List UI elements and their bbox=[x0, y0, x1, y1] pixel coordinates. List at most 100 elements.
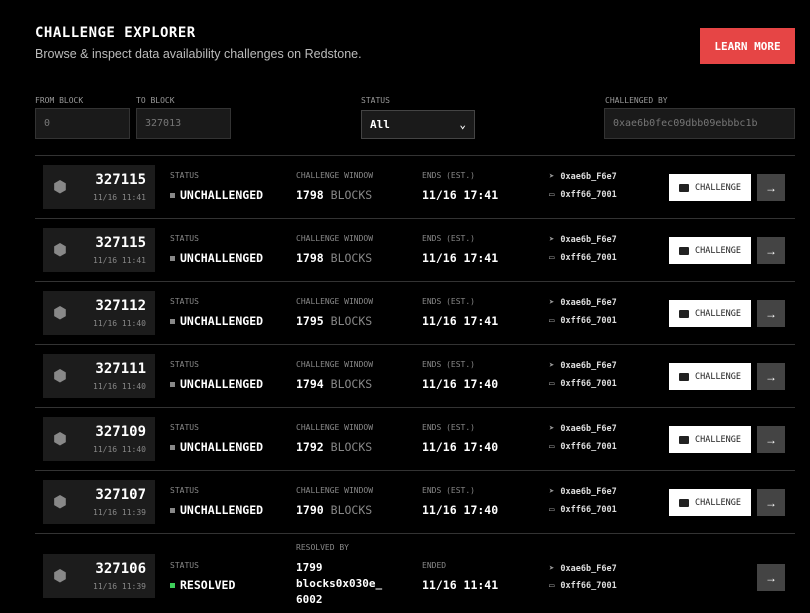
challenger-address[interactable]: ➤ 0xae6b_F6e7 bbox=[549, 564, 617, 574]
status-value: UNCHALLENGED bbox=[170, 440, 263, 454]
block-badge: ⬢ 327111 11/16 11:40 bbox=[43, 354, 155, 398]
chevron-down-icon: ⌄ bbox=[459, 118, 466, 131]
cube-icon: ⬢ bbox=[53, 492, 67, 511]
address-text: 0xae6b_F6e7 bbox=[560, 361, 617, 371]
table-row-resolved[interactable]: ⬢ 327106 11/16 11:39 STATUS RESOLVED RES… bbox=[35, 533, 795, 613]
inbox-address[interactable]: ▭ 0xff66_7001 bbox=[549, 316, 617, 326]
status-value: UNCHALLENGED bbox=[170, 314, 263, 328]
window-number: 1794 bbox=[296, 377, 324, 391]
inbox-address[interactable]: ▭ 0xff66_7001 bbox=[549, 379, 617, 389]
status-header: STATUS bbox=[170, 486, 199, 495]
block-number[interactable]: 327115 bbox=[95, 235, 146, 251]
challenge-label: CHALLENGE bbox=[694, 371, 742, 382]
inbox-address[interactable]: ▭ 0xff66_7001 bbox=[549, 190, 617, 200]
status-text: UNCHALLENGED bbox=[180, 377, 264, 391]
challenge-button[interactable]: CHALLENGE bbox=[669, 174, 751, 201]
inbox-icon: ▭ bbox=[549, 581, 555, 591]
table-row[interactable]: ⬢ 327109 11/16 11:40 STATUS UNCHALLENGED… bbox=[35, 407, 795, 470]
block-time: 11/16 11:40 bbox=[93, 382, 146, 391]
inbox-address[interactable]: ▭ 0xff66_7001 bbox=[549, 581, 617, 591]
cube-icon: ⬢ bbox=[53, 303, 67, 322]
block-number[interactable]: 327109 bbox=[95, 424, 146, 440]
address-text: 0xae6b_F6e7 bbox=[560, 298, 617, 308]
challenger-address[interactable]: ➤ 0xae6b_F6e7 bbox=[549, 298, 617, 308]
table-row[interactable]: ⬢ 327107 11/16 11:39 STATUS UNCHALLENGED… bbox=[35, 470, 795, 533]
cube-icon: ⬢ bbox=[53, 366, 67, 385]
send-icon: ➤ bbox=[549, 172, 555, 182]
challenged-by-label: CHALLENGED BY bbox=[605, 96, 668, 105]
page-subtitle: Browse & inspect data availability chall… bbox=[35, 47, 362, 61]
window-number: 1798 bbox=[296, 188, 324, 202]
terminal-icon bbox=[678, 246, 689, 255]
challenge-button[interactable]: CHALLENGE bbox=[669, 363, 751, 390]
block-badge: ⬢ 327109 11/16 11:40 bbox=[43, 417, 155, 461]
status-value: UNCHALLENGED bbox=[170, 188, 263, 202]
table-row[interactable]: ⬢ 327112 11/16 11:40 STATUS UNCHALLENGED… bbox=[35, 281, 795, 344]
window-number: 1798 bbox=[296, 251, 324, 265]
address-text: 0xae6b_F6e7 bbox=[560, 487, 617, 497]
status-value: RESOLVED bbox=[170, 578, 235, 592]
block-number[interactable]: 327111 bbox=[95, 361, 146, 377]
to-block-input[interactable]: 327013 bbox=[136, 108, 231, 139]
status-select[interactable]: All ⌄ bbox=[361, 110, 475, 139]
blocks-unit: BLOCKS bbox=[330, 188, 373, 202]
challenged-by-input[interactable]: 0xae6b0fec09dbb09ebbbc1b bbox=[604, 108, 795, 139]
table-row[interactable]: ⬢ 327111 11/16 11:40 STATUS UNCHALLENGED… bbox=[35, 344, 795, 407]
learn-more-button[interactable]: LEARN MORE bbox=[700, 28, 795, 64]
status-text: UNCHALLENGED bbox=[180, 503, 264, 517]
challenger-address[interactable]: ➤ 0xae6b_F6e7 bbox=[549, 424, 617, 434]
challenger-address[interactable]: ➤ 0xae6b_F6e7 bbox=[549, 172, 617, 182]
status-header: STATUS bbox=[170, 360, 199, 369]
ends-value: 11/16 17:40 bbox=[422, 503, 499, 517]
cube-icon: ⬢ bbox=[53, 566, 67, 585]
inbox-address[interactable]: ▭ 0xff66_7001 bbox=[549, 505, 617, 515]
details-arrow-button[interactable]: → bbox=[757, 237, 785, 264]
window-header: CHALLENGE WINDOW bbox=[296, 171, 374, 180]
ends-header: ENDS (EST.) bbox=[422, 486, 475, 495]
address-text: 0xff66_7001 bbox=[560, 442, 617, 452]
inbox-address[interactable]: ▭ 0xff66_7001 bbox=[549, 442, 617, 452]
address-text: 0xff66_7001 bbox=[560, 581, 617, 591]
details-arrow-button[interactable]: → bbox=[757, 564, 785, 591]
details-arrow-button[interactable]: → bbox=[757, 300, 785, 327]
status-text: RESOLVED bbox=[180, 578, 236, 592]
inbox-address[interactable]: ▭ 0xff66_7001 bbox=[549, 253, 617, 263]
window-number: 1790 bbox=[296, 503, 324, 517]
block-number[interactable]: 327106 bbox=[95, 561, 146, 577]
table-row[interactable]: ⬢ 327115 11/16 11:41 STATUS UNCHALLENGED… bbox=[35, 218, 795, 281]
address-text: 0xff66_7001 bbox=[560, 316, 617, 326]
challenger-address[interactable]: ➤ 0xae6b_F6e7 bbox=[549, 235, 617, 245]
details-arrow-button[interactable]: → bbox=[757, 426, 785, 453]
details-arrow-button[interactable]: → bbox=[757, 363, 785, 390]
block-number[interactable]: 327115 bbox=[95, 172, 146, 188]
challenge-button[interactable]: CHALLENGE bbox=[669, 300, 751, 327]
details-arrow-button[interactable]: → bbox=[757, 174, 785, 201]
details-arrow-button[interactable]: → bbox=[757, 489, 785, 516]
challenge-button[interactable]: CHALLENGE bbox=[669, 489, 751, 516]
status-dot bbox=[170, 382, 175, 387]
challenge-label: CHALLENGE bbox=[694, 245, 742, 256]
status-value: UNCHALLENGED bbox=[170, 251, 263, 265]
challenge-button[interactable]: CHALLENGE bbox=[669, 237, 751, 264]
block-number[interactable]: 327112 bbox=[95, 298, 146, 314]
block-time: 11/16 11:39 bbox=[93, 508, 146, 517]
challenger-address[interactable]: ➤ 0xae6b_F6e7 bbox=[549, 487, 617, 497]
blocks-unit: BLOCKS bbox=[330, 314, 373, 328]
terminal-icon bbox=[678, 372, 689, 381]
inbox-icon: ▭ bbox=[549, 505, 555, 515]
address-text: 0xff66_7001 bbox=[560, 253, 617, 263]
window-header: CHALLENGE WINDOW bbox=[296, 423, 374, 432]
challenger-address[interactable]: ➤ 0xae6b_F6e7 bbox=[549, 361, 617, 371]
window-value: 1792 BLOCKS bbox=[296, 440, 372, 454]
window-number: 1795 bbox=[296, 314, 324, 328]
window-number: 1792 bbox=[296, 440, 324, 454]
block-number[interactable]: 327107 bbox=[95, 487, 146, 503]
blocks-unit: BLOCKS bbox=[330, 503, 373, 517]
block-badge: ⬢ 327115 11/16 11:41 bbox=[43, 228, 155, 272]
ends-header: ENDS (EST.) bbox=[422, 234, 475, 243]
window-value: 1790 BLOCKS bbox=[296, 503, 372, 517]
table-row[interactable]: ⬢ 327115 11/16 11:41 STATUS UNCHALLENGED… bbox=[35, 155, 795, 218]
resolved-by-header: RESOLVED BY bbox=[296, 543, 349, 552]
from-block-input[interactable]: 0 bbox=[35, 108, 130, 139]
challenge-button[interactable]: CHALLENGE bbox=[669, 426, 751, 453]
